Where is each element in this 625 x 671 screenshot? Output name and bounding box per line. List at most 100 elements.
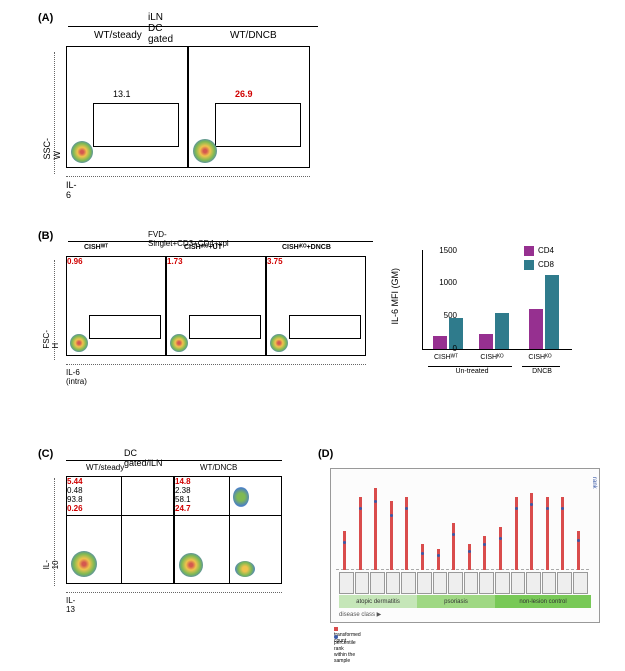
quad-v [229,477,230,583]
cat-1: CISHᵂᵀ [426,354,466,361]
contour [71,551,97,577]
q3: 58.1 [175,495,281,504]
d-dot-7 [452,533,455,536]
quad-h [67,515,173,516]
d-xblock-9 [479,572,494,594]
d-xblock-2 [370,572,385,594]
d-xblock-0 [339,572,354,594]
bar-chart-il6: IL-6 MFI (GM) CD4 CD8 0 500 1000 1500 CI… [392,240,582,380]
q1: 5.44 [67,477,173,486]
q2: 2.38 [175,486,281,495]
d-legend-2: percentile rank within the sample [334,634,356,664]
d-xblock-7 [448,572,463,594]
d-xblock-12 [526,572,541,594]
ytick-2: 1000 [427,278,457,287]
contour [179,553,203,577]
panel-c-plot-2: 14.8 2.38 58.1 24.7 [174,476,282,584]
d-xblock-5 [417,572,432,594]
panel-b-xarrow [66,364,366,365]
d-xaxis-label: disease class ▶ [339,611,381,618]
d-dot-11 [515,507,518,510]
panel-b: (B) FVD-Singlet+CD3+CD4+spl CISHᵂᵀ CISHᶦ… [38,230,53,242]
panel-c-yaxis: IL-10 [42,560,60,569]
gate-value-b2: 1.73 [167,257,265,266]
group-2: DNCB [522,368,562,375]
cat-3: CISHᴷᴼ [520,354,560,361]
panel-c-yarrow [54,478,55,586]
d-cat-3: non-lesion control [495,595,591,608]
panel-c-plot-1: 5.44 0.48 93.8 0.26 [66,476,174,584]
d-bar-9 [483,536,486,570]
q2: 0.48 [67,486,173,495]
d-dot-13 [546,507,549,510]
cat-2: CISHᴷᴼ [472,354,512,361]
d-xblock-8 [464,572,479,594]
panel-a-xarrow [66,176,310,177]
panel-b-plot-3: 3.75 [266,256,366,356]
gate-box [289,315,361,339]
d-xblock-10 [495,572,510,594]
panel-b-col3: CISHᶦᴷᴼ+DNCB [282,244,331,251]
d-cat-1: atopic dermatitis [339,595,417,608]
panel-c-col2: WT/DNCB [200,463,237,472]
d-cat-2: psoriasis [417,595,495,608]
quad-h [175,515,281,516]
legend-cd4: CD4 [538,246,554,255]
panel-b-yaxis: FSC-H [42,330,60,349]
panel-a-col2: WT/DNCB [230,30,277,41]
d-bar-6 [437,549,440,571]
d-dot-10 [499,537,502,540]
gate-box [89,315,161,339]
d-xblock-15 [573,572,588,594]
contour [70,334,88,352]
gate-value-1: 13.1 [113,89,131,99]
d-dot-1 [359,507,362,510]
legend-swatch-cd4 [524,246,534,256]
panel-a-plot-2: 26.9 [188,46,310,168]
d-bar-7 [452,523,455,570]
d-bar-3 [390,501,393,570]
gate-value-b3: 3.75 [267,257,365,266]
bar-chart-ylabel: IL-6 MFI (GM) [390,268,400,325]
gate-box [189,315,261,339]
panel-b-plot-2: 1.73 [166,256,266,356]
bar-cd4-3 [529,309,543,349]
d-dot-3 [390,514,393,517]
d-dot-6 [437,554,440,557]
quad-v [121,477,122,583]
legend-cd8: CD8 [538,260,554,269]
panel-d: (D) atopic dermatitis psoriasis non-lesi… [318,448,333,460]
d-dot-5 [421,552,424,555]
q3: 93.8 [67,495,173,504]
d-bar-8 [468,544,471,570]
d-xblock-13 [542,572,557,594]
panel-d-label: (D) [318,448,333,460]
d-legend-2-text: percentile rank within the sample [334,640,356,664]
panel-b-plot-1: 0.96 [66,256,166,356]
panel-b-xaxis: IL-6 (intra) [66,368,87,386]
bar-cd8-2 [495,313,509,349]
d-bar-5 [421,544,424,570]
contour2 [235,561,255,577]
d-xblock-11 [511,572,526,594]
panel-c-col1: WT/steady [86,463,124,472]
panel-c-label: (C) [38,448,53,460]
group-line-1 [428,366,512,367]
d-dot-8 [468,550,471,553]
bar-cd8-3 [545,275,559,349]
panel-a-xaxis: IL-6 [66,180,77,200]
d-bar-0 [343,531,346,570]
panel-a-yaxis: SSC-W [42,138,62,160]
gate-box [215,103,301,147]
bar-cd4-2 [479,334,493,349]
panel-a-header: iLN DC gated [148,12,173,45]
d-xblock-1 [355,572,370,594]
d-yr-label: rank [591,477,597,489]
d-bar-10 [499,527,502,570]
panel-c: (C) DC gated/iLN WT/steady WT/DNCB IL-10… [38,448,53,460]
d-xblock-3 [386,572,401,594]
legend-swatch-cd8 [524,260,534,270]
panel-b-col1: CISHᵂᵀ [84,244,108,251]
panel-a-plot-1: 13.1 [66,46,188,168]
panel-a-label: (A) [38,12,53,24]
